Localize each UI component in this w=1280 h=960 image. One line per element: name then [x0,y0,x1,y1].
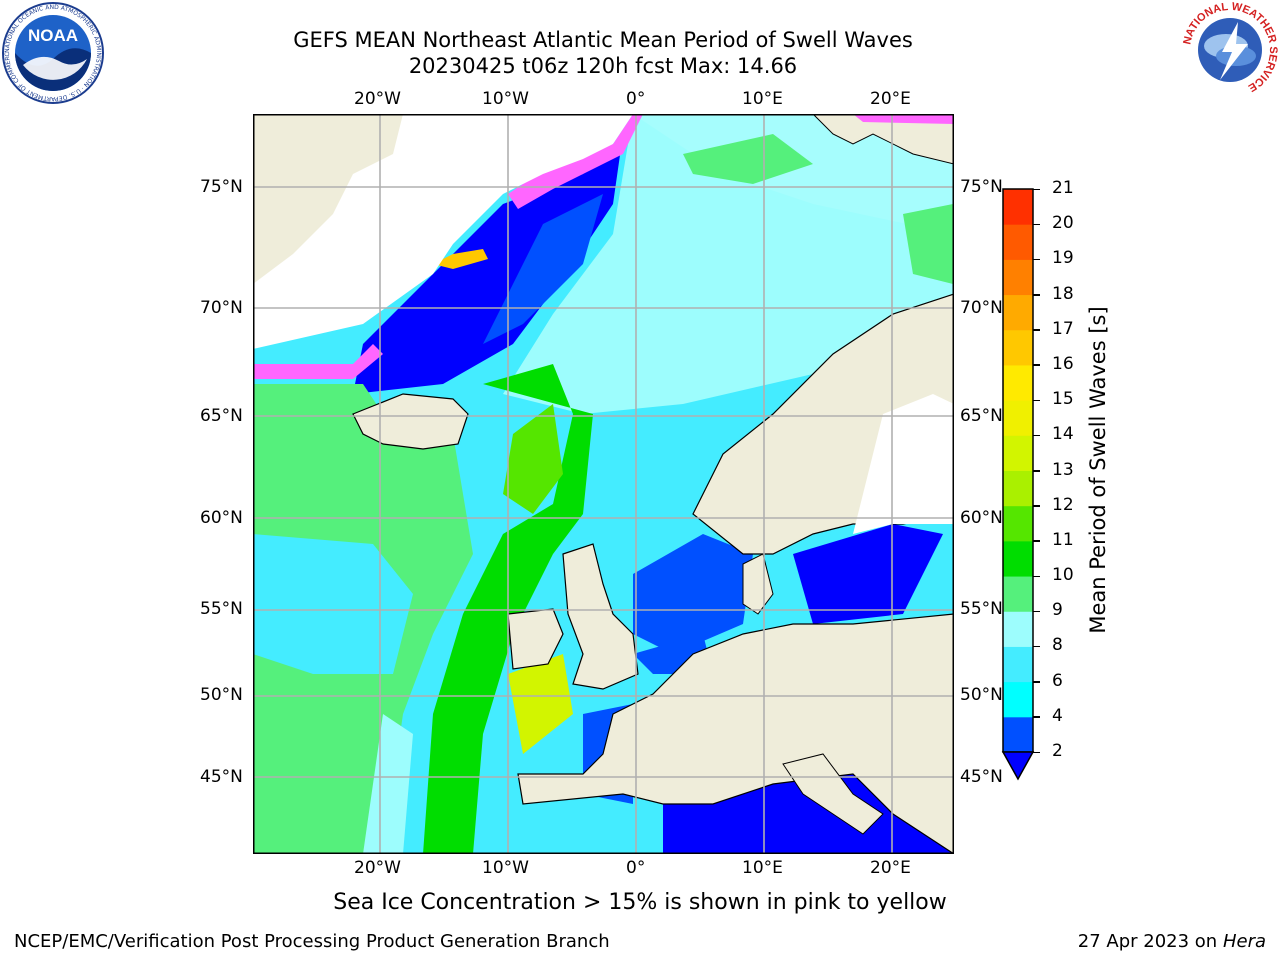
svg-text:NOAA: NOAA [28,26,78,45]
colorbar-tick [1033,258,1040,261]
colorbar-tick [1033,188,1040,190]
footer-credit: NCEP/EMC/Verification Post Processing Pr… [14,931,610,952]
lat-label-right-50n: 50°N [960,685,1003,705]
swell-period-map [253,114,954,854]
colorbar-tick [1033,681,1040,683]
lat-label-right-55n: 55°N [960,599,1003,619]
colorbar-swatch [1003,400,1033,436]
colorbar-swatch [1003,540,1033,577]
footer-date: 27 Apr 2023 on Hera [1078,931,1266,952]
lat-label-left-55n: 55°N [200,599,243,619]
colorbar-tick-label: 2 [1052,741,1063,761]
lat-label-right-75n: 75°N [960,177,1003,197]
graticule [253,114,954,854]
lon-label-top-20e: 20°E [870,89,911,109]
colorbar-tick [1033,223,1040,226]
colorbar-tick-label: 10 [1052,565,1074,586]
colorbar-tick [1033,329,1040,331]
colorbar-tick [1033,610,1040,613]
lat-label-right-65n: 65°N [960,406,1003,426]
colorbar-tick [1033,505,1040,507]
colorbar-tick [1033,645,1040,648]
colorbar-tick-label: 15 [1052,389,1074,410]
lat-label-right-70n: 70°N [960,298,1003,318]
lon-label-top-20w: 20°W [354,89,401,109]
colorbar-tick-label: 16 [1052,353,1074,374]
colorbar-swatch [1003,576,1033,612]
colorbar-tick-label: 8 [1052,635,1063,656]
colorbar-tick [1033,294,1040,296]
colorbar-tick [1033,364,1040,366]
lon-label-bottom-20e: 20°E [870,858,911,878]
lat-label-left-65n: 65°N [200,406,243,426]
colorbar [1001,188,1035,781]
colorbar-swatch [1003,329,1033,366]
colorbar-swatch [1003,189,1033,225]
sea-ice-note: Sea Ice Concentration > 15% is shown in … [333,890,947,915]
lat-label-left-70n: 70°N [200,298,243,318]
colorbar-tick-label: 14 [1052,424,1074,445]
colorbar-tick-label: 6 [1052,670,1063,691]
map-subtitle: 20230425 t06z 120h fcst Max: 14.66 [408,54,798,78]
colorbar-extend-arrow [1001,751,1035,781]
lat-label-left-75n: 75°N [200,177,243,197]
colorbar-tick [1033,540,1040,542]
map-field [253,114,954,854]
lat-label-left-60n: 60°N [200,508,243,528]
colorbar-swatch [1003,470,1033,507]
colorbar-swatch [1003,435,1033,471]
colorbar-swatch [1003,611,1033,647]
colorbar-tick-label: 20 [1052,213,1074,234]
colorbar-swatch [1003,646,1033,683]
lon-label-top-0: 0° [626,89,646,109]
colorbar-swatch [1003,259,1033,296]
lat-label-right-45n: 45°N [960,767,1003,787]
colorbar-tick [1033,434,1040,437]
colorbar-swatch [1003,294,1033,331]
lon-label-bottom-10w: 10°W [482,858,529,878]
colorbar-tick-label: 21 [1052,178,1074,198]
colorbar-swatch [1003,716,1033,753]
colorbar-tick-label: 18 [1052,283,1074,304]
colorbar-swatch [1003,224,1033,260]
lon-label-bottom-20w: 20°W [354,858,401,878]
colorbar-tick-label: 17 [1052,318,1074,339]
colorbar-tick-label: 12 [1052,494,1074,515]
lat-label-left-50n: 50°N [200,685,243,705]
colorbar-tick [1033,399,1040,402]
colorbar-tick-label: 13 [1052,459,1074,480]
colorbar-label: Mean Period of Swell Waves [s] [1086,306,1110,634]
lon-label-top-10e: 10°E [742,89,783,109]
colorbar-tick [1033,575,1040,578]
footer-machine: Hera [1222,931,1266,952]
nws-logo: NATIONAL WEATHER SERVICE [1181,1,1279,96]
map-frame [253,114,954,854]
colorbar-tick-label: 19 [1052,248,1074,269]
colorbar-tick-label: 4 [1052,705,1063,726]
lat-label-right-60n: 60°N [960,508,1003,528]
footer-date-text: 27 Apr 2023 on [1077,931,1223,952]
lon-label-bottom-10e: 10°E [742,858,783,878]
colorbar-tick [1033,751,1040,753]
noaa-logo: NOAA NATIONAL OCEANIC AND ATMOSPHERIC AD… [1,1,104,104]
lon-label-bottom-0: 0° [626,858,646,878]
colorbar-tick-label: 11 [1052,529,1074,550]
map-title: GEFS MEAN Northeast Atlantic Mean Period… [293,28,913,52]
colorbar-swatch [1003,681,1033,718]
lat-label-left-45n: 45°N [200,767,243,787]
colorbar-tick [1033,470,1040,472]
colorbar-tick [1033,716,1040,718]
colorbar-tick-label: 9 [1052,600,1063,621]
colorbar-swatch [1003,505,1033,542]
lon-label-top-10w: 10°W [482,89,529,109]
colorbar-swatch [1003,364,1033,401]
